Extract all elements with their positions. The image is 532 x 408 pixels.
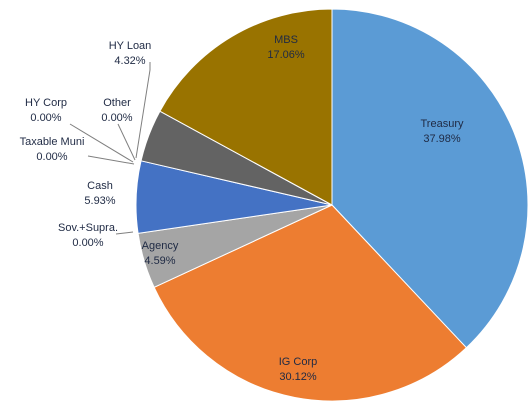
slice-label-value: 0.00% (30, 112, 61, 124)
slice-label-name: Taxable Muni (20, 136, 85, 148)
pie-slice (153, 204, 468, 402)
leader-line (87, 155, 135, 165)
slices (135, 8, 529, 402)
slice-label-value: 37.98% (423, 133, 461, 145)
slice-label-value: 4.59% (144, 255, 175, 267)
leader-line (115, 231, 134, 235)
leader-lines (69, 62, 151, 235)
slice-label-name: MBS (274, 34, 298, 46)
slice-label-name: Other (103, 97, 131, 109)
slice-label-value: 0.00% (36, 151, 67, 163)
leader-line (69, 123, 134, 163)
slice-label-name: Treasury (421, 118, 464, 130)
slice-label-name: HY Corp (25, 97, 67, 109)
pie-slice (331, 8, 529, 349)
slice-label-value: 17.06% (267, 49, 305, 61)
slice-label-name: Cash (87, 180, 113, 192)
slice-label-name: IG Corp (279, 356, 318, 368)
slice-label-name: HY Loan (109, 40, 152, 52)
leader-line (117, 123, 136, 161)
slice-label-value: 5.93% (84, 195, 115, 207)
slice-label-value: 0.00% (101, 112, 132, 124)
slice-label-name: Agency (142, 240, 179, 252)
slice-label-value: 0.00% (72, 237, 103, 249)
slice-label-value: 30.12% (279, 371, 317, 383)
leader-line (135, 62, 151, 159)
slice-label-value: 4.32% (114, 55, 145, 67)
slice-label-name: Sov.+Supra. (58, 222, 118, 234)
pie-slice (159, 8, 333, 206)
